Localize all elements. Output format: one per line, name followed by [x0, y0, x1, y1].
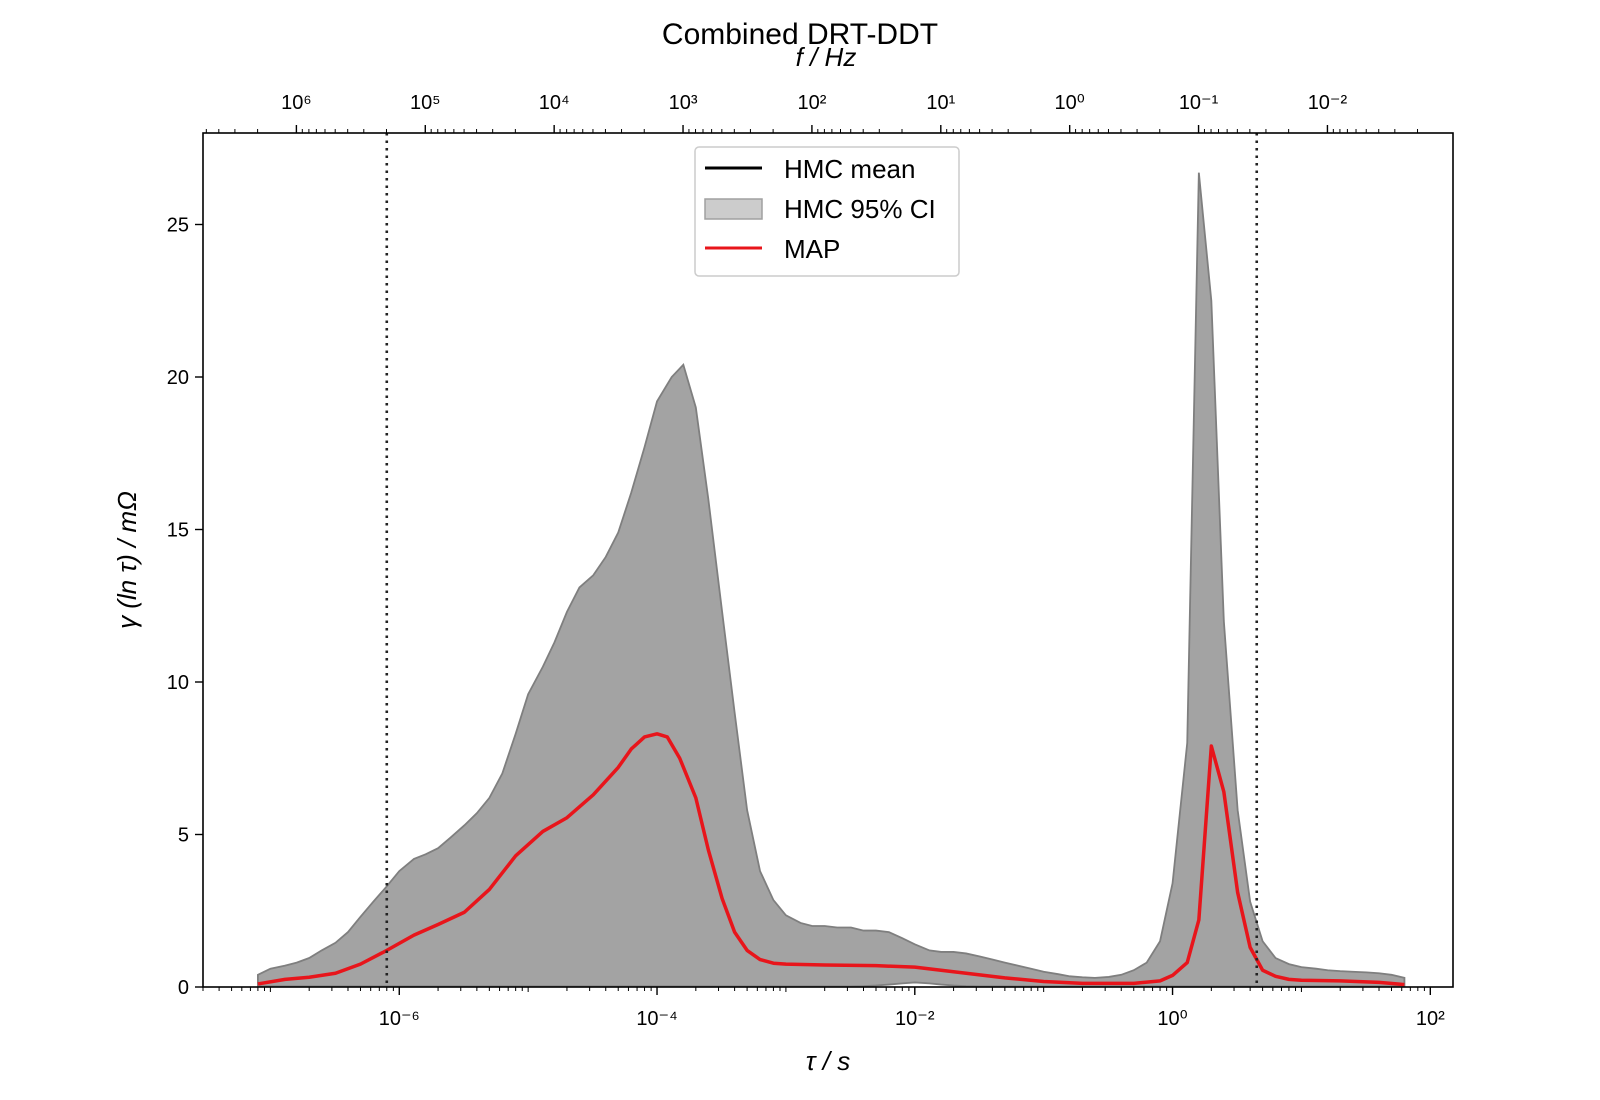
y-tick-label: 15	[167, 520, 189, 542]
legend-label-hmc-mean: HMC mean	[784, 154, 915, 184]
legend-frame	[694, 146, 960, 277]
x-tick-label: 10⁻⁴	[636, 1008, 677, 1030]
top-x-axis: 10⁶ 10⁵ 10⁴ 10³ 10² 10¹ 10⁰ 10⁻¹ 10⁻²	[205, 92, 1419, 133]
y-tick-label: 20	[167, 367, 189, 389]
y-tick-label: 10	[167, 672, 189, 694]
legend-swatch-hmc-ci	[704, 198, 763, 220]
y-axis: 0 5 10 15 20 25	[167, 215, 203, 999]
legend-label-hmc-ci: HMC 95% CI	[784, 194, 936, 224]
plot-frame	[202, 132, 1454, 988]
x-tick-label: 10⁰	[1157, 1008, 1187, 1030]
top-tick-label: 10¹	[926, 92, 955, 114]
map-line	[257, 732, 1405, 987]
top-tick-label: 10⁻²	[1308, 92, 1348, 114]
top-tick-label: 10³	[669, 92, 698, 114]
x-tick-label: 10²	[1416, 1008, 1445, 1030]
top-x-axis-label: f / Hz	[796, 42, 857, 72]
top-tick-label: 10²	[797, 92, 826, 114]
top-tick-label: 10⁻¹	[1179, 92, 1219, 114]
legend: HMC mean HMC 95% CI MAP	[694, 146, 960, 277]
x-axis-label: τ / s	[806, 1046, 850, 1076]
x-tick-label: 10⁻⁶	[379, 1008, 420, 1030]
y-tick-label: 5	[178, 825, 189, 847]
plot-area	[257, 172, 1406, 988]
x-axis: 10⁻⁶ 10⁻⁴ 10⁻² 10⁰ 10²	[202, 987, 1445, 1030]
y-axis-label: γ (ln τ) / mΩ	[112, 491, 142, 629]
top-tick-label: 10⁴	[539, 92, 570, 114]
top-tick-label: 10⁵	[410, 92, 441, 114]
top-tick-label: 10⁶	[281, 92, 311, 114]
x-tick-label: 10⁻²	[895, 1008, 935, 1030]
legend-label-map: MAP	[784, 234, 840, 264]
top-tick-label: 10⁰	[1055, 92, 1085, 114]
y-tick-label: 25	[167, 215, 189, 237]
chart-title: Combined DRT-DDT	[662, 18, 938, 51]
y-tick-label: 0	[178, 977, 189, 999]
